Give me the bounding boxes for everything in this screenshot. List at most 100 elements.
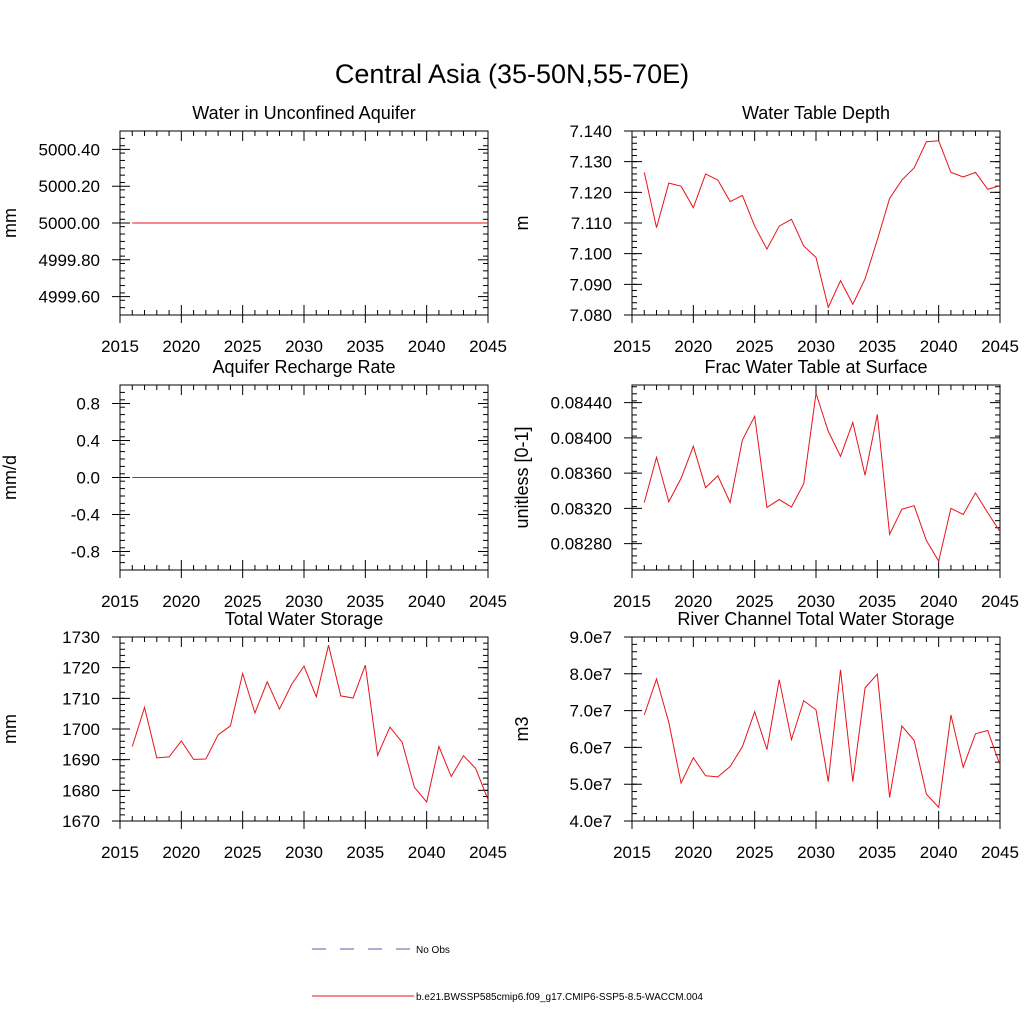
- y-tick-label: 7.130: [569, 153, 612, 172]
- y-tick-label: 7.0e7: [569, 702, 612, 721]
- y-tick-label: 0.0: [76, 469, 100, 488]
- x-tick-label: 2020: [162, 843, 200, 862]
- panel-title: Frac Water Table at Surface: [704, 357, 927, 377]
- series-line: [643, 669, 1001, 809]
- y-tick-label: 1690: [62, 751, 100, 770]
- y-tick-label: 1730: [62, 628, 100, 647]
- x-tick-label: 2020: [674, 843, 712, 862]
- y-tick-label: 0.08400: [551, 429, 612, 448]
- y-tick-label: 1700: [62, 720, 100, 739]
- panel-title: Water in Unconfined Aquifer: [192, 103, 415, 123]
- y-tick-label: -0.4: [71, 506, 100, 525]
- y-tick-label: 5000.00: [39, 214, 100, 233]
- chart-panel-4: Frac Water Table at Surface unitless [0-1…: [512, 357, 1019, 611]
- chart-panel-3: Aquifer Recharge Rate mm/d 2015 2020 2025 203…: [0, 357, 507, 611]
- y-tick-label: 9.0e7: [569, 628, 612, 647]
- x-tick-label: 2040: [920, 337, 958, 356]
- x-tick-label: 2015: [101, 592, 139, 611]
- y-tick-label: 4999.80: [39, 251, 100, 270]
- x-tick-label: 2015: [101, 843, 139, 862]
- x-tick-label: 2045: [469, 843, 507, 862]
- x-tick-label: 2030: [797, 592, 835, 611]
- x-tick-label: 2025: [736, 592, 774, 611]
- y-tick-label: 1710: [62, 689, 100, 708]
- x-tick-label: 2020: [674, 592, 712, 611]
- panel-title: River Channel Total Water Storage: [677, 609, 954, 629]
- y-tick-label: 0.08360: [551, 464, 612, 483]
- y-axis-label: m3: [512, 716, 532, 741]
- x-tick-label: 2035: [346, 337, 384, 356]
- x-tick-label: 2045: [981, 337, 1019, 356]
- y-tick-label: 7.090: [569, 275, 612, 294]
- x-tick-label: 2020: [162, 337, 200, 356]
- x-tick-label: 2015: [613, 592, 651, 611]
- series-line: [131, 645, 489, 804]
- y-tick-label: 1720: [62, 659, 100, 678]
- y-tick-label: 7.080: [569, 306, 612, 325]
- x-tick-label: 2015: [101, 337, 139, 356]
- x-tick-label: 2015: [613, 337, 651, 356]
- y-tick-label: 4999.60: [39, 288, 100, 307]
- y-axis-label: mm/d: [0, 455, 20, 500]
- plot-frame: [631, 384, 1001, 571]
- panel-title: Water Table Depth: [742, 103, 890, 123]
- x-tick-label: 2030: [285, 843, 323, 862]
- y-tick-label: 0.8: [76, 395, 100, 414]
- legend-label-model-run: b.e21.BWSSP585cmip6.f09_g17.CMIP6-SSP5-8…: [416, 992, 703, 1003]
- legend: No Obs b.e21.BWSSP585cmip6.f09_g17.CMIP6…: [312, 945, 703, 1003]
- x-tick-label: 2025: [224, 843, 262, 862]
- x-tick-label: 2025: [224, 592, 262, 611]
- series-line: [643, 140, 1001, 309]
- y-tick-label: 5000.20: [39, 177, 100, 196]
- panel-title: Aquifer Recharge Rate: [212, 357, 395, 377]
- x-tick-label: 2035: [346, 592, 384, 611]
- chart-panel-6: River Channel Total Water Storage m3 2015 2…: [512, 609, 1019, 862]
- y-tick-label: 0.4: [76, 432, 100, 451]
- figure-title: Central Asia (35-50N,55-70E): [335, 59, 689, 89]
- x-tick-label: 2045: [469, 592, 507, 611]
- x-tick-label: 2035: [858, 592, 896, 611]
- x-tick-label: 2040: [408, 592, 446, 611]
- x-tick-label: 2040: [920, 843, 958, 862]
- y-tick-label: 8.0e7: [569, 665, 612, 684]
- x-tick-label: 2020: [162, 592, 200, 611]
- y-tick-label: 5.0e7: [569, 775, 612, 794]
- y-axis-label: m: [512, 216, 532, 231]
- x-tick-label: 2025: [736, 843, 774, 862]
- x-tick-label: 2030: [797, 337, 835, 356]
- chart-panel-5: Total Water Storage mm 2015 2020 2025 2030 203…: [0, 609, 507, 862]
- legend-label-no-obs: No Obs: [416, 945, 450, 956]
- x-tick-label: 2035: [858, 337, 896, 356]
- x-tick-label: 2045: [981, 843, 1019, 862]
- x-tick-label: 2035: [858, 843, 896, 862]
- x-tick-label: 2020: [674, 337, 712, 356]
- y-tick-label: 7.110: [571, 214, 612, 233]
- y-axis-label: unitless [0-1]: [512, 426, 532, 528]
- plot-frame: [631, 130, 1001, 316]
- plot-frame: [119, 636, 489, 822]
- y-tick-label: 0.08320: [551, 499, 612, 518]
- y-tick-label: 0.08280: [551, 535, 612, 554]
- y-tick-label: 1680: [62, 781, 100, 800]
- x-tick-label: 2025: [736, 337, 774, 356]
- x-tick-label: 2045: [469, 337, 507, 356]
- y-tick-label: 7.120: [569, 183, 612, 202]
- y-tick-label: 5000.40: [39, 140, 100, 159]
- x-tick-label: 2030: [285, 592, 323, 611]
- x-tick-label: 2045: [981, 592, 1019, 611]
- x-tick-label: 2025: [224, 337, 262, 356]
- x-tick-label: 2030: [285, 337, 323, 356]
- y-tick-label: -0.8: [71, 543, 100, 562]
- y-axis-label: mm: [0, 714, 20, 744]
- plot-frame: [631, 636, 1001, 822]
- y-tick-label: 7.140: [569, 122, 612, 141]
- y-tick-label: 7.100: [569, 245, 612, 264]
- x-tick-label: 2035: [346, 843, 384, 862]
- panel-title: Total Water Storage: [225, 609, 383, 629]
- x-tick-label: 2040: [408, 337, 446, 356]
- y-tick-label: 4.0e7: [569, 812, 612, 831]
- chart-panels: Water in Unconfined Aquifer mm 2015 2020 202…: [0, 103, 1019, 862]
- series-line: [643, 393, 1001, 563]
- x-tick-label: 2015: [613, 843, 651, 862]
